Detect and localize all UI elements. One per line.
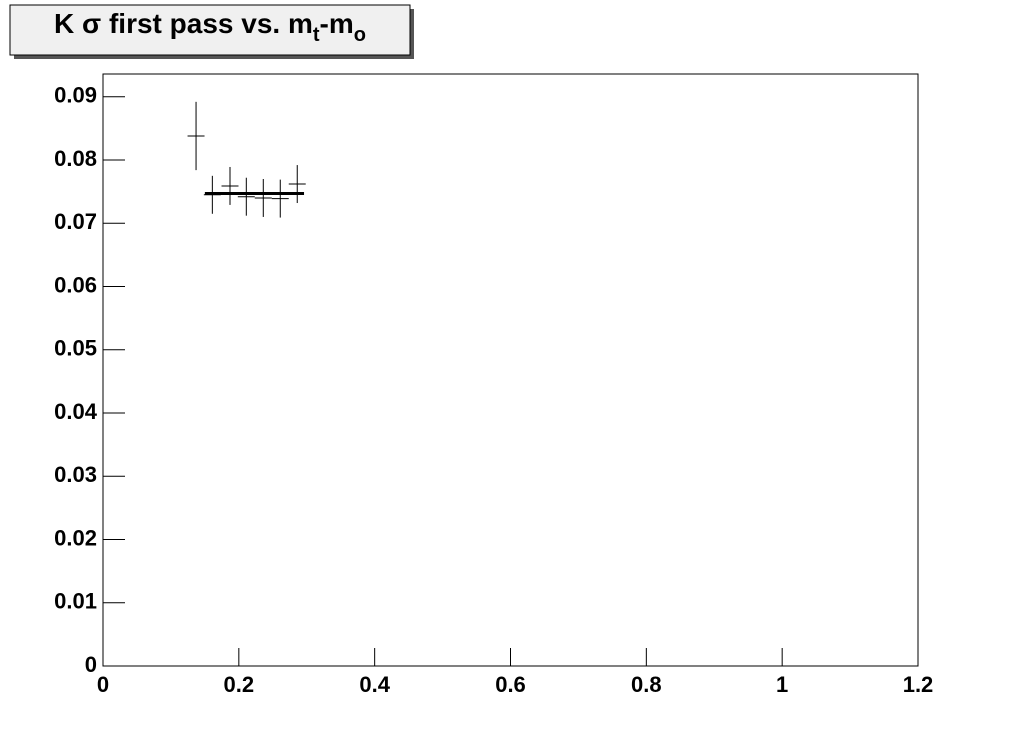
y-tick-label: 0: [85, 652, 97, 677]
y-tick-label: 0.08: [54, 146, 97, 171]
y-tick-label: 0.04: [54, 399, 98, 424]
title-subscript: o: [354, 24, 366, 46]
y-tick-label: 0.03: [54, 462, 97, 487]
y-tick-label: 0.01: [54, 589, 97, 614]
chart-title: K σ first pass vs. mt-mo: [54, 8, 366, 46]
title-text: -m: [320, 8, 354, 39]
title-subscript: t: [313, 24, 320, 46]
x-tick-label: 0.6: [495, 672, 526, 697]
x-tick-label: 0.2: [224, 672, 255, 697]
y-tick-label: 0.06: [54, 272, 97, 297]
x-tick-label: 1: [776, 672, 788, 697]
y-tick-label: 0.07: [54, 209, 97, 234]
y-tick-label: 0.02: [54, 525, 97, 550]
title-text: K σ first pass vs. m: [54, 8, 313, 39]
y-tick-label: 0.05: [54, 336, 97, 361]
x-tick-label: 0: [97, 672, 109, 697]
x-tick-label: 0.8: [631, 672, 662, 697]
x-tick-label: 1.2: [903, 672, 934, 697]
x-tick-label: 0.4: [359, 672, 390, 697]
y-tick-label: 0.09: [54, 83, 97, 108]
title-box: [9, 4, 411, 56]
